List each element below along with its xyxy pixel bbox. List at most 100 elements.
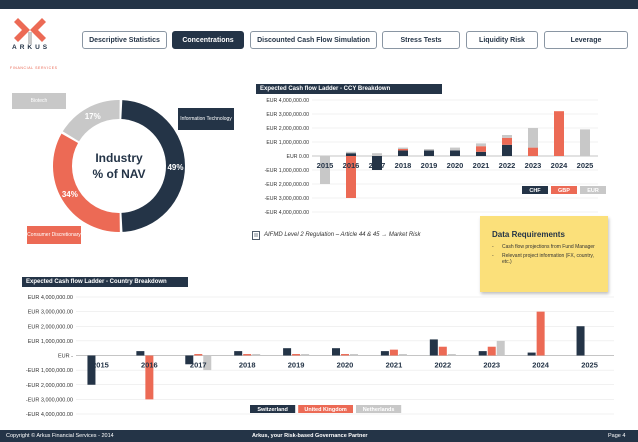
donut-label-consumer-discretionary: 34% [62, 190, 78, 199]
donut-slice-information-technology [121, 100, 186, 232]
bar-eur-2022 [502, 135, 512, 138]
x-tick-label-2017: 2017 [369, 161, 386, 170]
tab-concentrations[interactable]: Concentrations [172, 31, 244, 49]
bar-netherlands-2019 [301, 354, 310, 356]
legend-swatch-gbp [551, 186, 577, 194]
regulation-note: AIFMD Level 2 Regulation – Article 44 & … [264, 232, 421, 238]
donut-slice-biotech [62, 100, 120, 142]
y-tick-label: EUR 1,000,000.00 [28, 339, 73, 345]
bar-switzerland-2021 [380, 351, 389, 356]
bar-eur-2021 [476, 143, 486, 147]
bar-united-kingdom-2019 [292, 354, 301, 356]
donut-label-biotech: 17% [85, 112, 101, 121]
bar-switzerland-2020 [332, 348, 340, 356]
legend-swatch-netherlands [356, 405, 402, 413]
bar-switzerland-2022 [429, 339, 438, 356]
bar-switzerland-2023 [478, 351, 487, 356]
bar-gbp-2021 [476, 146, 486, 152]
y-tick-label: -EUR 1,000,000.00 [26, 368, 73, 374]
x-tick-label-2018: 2018 [239, 361, 256, 370]
donut-slice-consumer-discretionary [53, 133, 120, 232]
y-tick-label: -EUR 2,000,000.00 [265, 182, 310, 188]
legend-swatch-united-kingdom [298, 405, 353, 413]
bar-netherlands-2022 [447, 354, 456, 356]
bar-netherlands-2023 [496, 340, 505, 356]
legend-label-gbp: GBP [558, 188, 570, 194]
tab-descriptive-statistics[interactable]: Descriptive Statistics [82, 31, 167, 49]
bar-united-kingdom-2020 [341, 354, 349, 356]
donut-label-information-technology: 49% [167, 163, 183, 172]
y-tick-label: EUR 2,000,000.00 [28, 324, 73, 330]
bar-united-kingdom-2024 [536, 311, 545, 356]
bar-switzerland-2025 [576, 326, 585, 356]
x-tick-label-2020: 2020 [337, 361, 354, 370]
bar-switzerland-2019 [283, 348, 292, 356]
y-tick-label: EUR - [58, 354, 73, 360]
x-tick-label-2016: 2016 [141, 361, 158, 370]
bar-switzerland-2017 [185, 355, 194, 365]
bar-eur-2017 [372, 153, 382, 156]
y-tick-label: -EUR 4,000,000.00 [265, 210, 310, 216]
document-icon [252, 231, 260, 240]
bar-united-kingdom-2017 [194, 354, 203, 356]
legend-swatch-chf [522, 186, 548, 194]
y-tick-label: EUR 4,000,000.00 [28, 295, 73, 301]
country-cashflow-chart: EUR 4,000,000.00 EUR 3,000,000.00 EUR 2,00… [26, 295, 614, 418]
x-tick-label-2015: 2015 [92, 361, 109, 370]
tab-dcf-simulation[interactable]: Discounted Cash Flow Simulation [250, 31, 377, 49]
data-requirements-note: Data Requirements Cash flow projections … [480, 216, 608, 292]
logo-mark-icon [14, 18, 46, 44]
bar-gbp-2016 [346, 156, 356, 198]
bar-switzerland-2016 [136, 351, 145, 356]
y-tick-label: EUR 2,000,000.00 [266, 126, 309, 132]
tab-stress-tests[interactable]: Stress Tests [382, 31, 460, 49]
tab-leverage[interactable]: Leverage [544, 31, 628, 49]
callout-information-technology: Information Technology [178, 108, 234, 130]
tab-liquidity-risk[interactable]: Liquidity Risk [466, 31, 538, 49]
y-tick-label: -EUR 1,000,000.00 [265, 168, 310, 174]
x-tick-label-2021: 2021 [386, 361, 403, 370]
bar-gbp-2018 [398, 149, 408, 151]
bar-chf-2020 [450, 150, 460, 156]
bar-chf-2021 [476, 151, 486, 156]
y-tick-label: -EUR 3,000,000.00 [26, 397, 73, 403]
requirement-item: Cash flow projections from Fund Manager [492, 244, 602, 251]
bar-united-kingdom-2021 [389, 349, 398, 356]
ccy-cashflow-chart: EUR 4,000,000.00 EUR 3,000,000.00 EUR 2,00… [265, 98, 606, 216]
bar-eur-2019 [424, 149, 434, 151]
requirements-title: Data Requirements [492, 230, 565, 239]
x-tick-label-2018: 2018 [395, 161, 412, 170]
bar-netherlands-2020 [350, 354, 358, 356]
donut-center-line2: % of NAV [92, 167, 145, 181]
bar-eur-2016 [346, 151, 356, 154]
bar-chf-2022 [502, 144, 512, 156]
y-tick-label: EUR 4,000,000.00 [266, 98, 309, 104]
y-tick-label: EUR 0.00 [287, 154, 310, 160]
x-tick-label-2020: 2020 [447, 161, 464, 170]
brand-tagline: FINANCIAL SERVICES [10, 66, 58, 70]
legend-label-united-kingdom: United Kingdom [304, 407, 347, 413]
x-tick-label-2017: 2017 [190, 361, 207, 370]
footer: Copyright © Arkus Financial Services - 2… [0, 430, 638, 442]
x-tick-label-2015: 2015 [317, 161, 334, 170]
bar-eur-2025 [580, 129, 590, 156]
legend-label-switzerland: Switzerland [257, 407, 288, 413]
bar-gbp-2024 [554, 111, 564, 156]
callout-biotech: Biotech [12, 93, 66, 109]
industry-donut-chart: 49% 34% 17% Industry % of NAV [53, 100, 186, 232]
legend-label-netherlands: Netherlands [363, 407, 395, 413]
bar-united-kingdom-2023 [487, 346, 496, 356]
bar-united-kingdom-2018 [243, 354, 252, 356]
x-tick-label-2021: 2021 [473, 161, 490, 170]
bar-chf-2016 [346, 153, 356, 156]
y-tick-label: EUR 3,000,000.00 [28, 310, 73, 316]
bar-eur-2023 [528, 128, 538, 148]
bar-netherlands-2017 [203, 355, 212, 371]
bar-switzerland-2015 [87, 355, 96, 385]
legend-label-eur: EUR [587, 188, 599, 194]
x-tick-label-2016: 2016 [343, 161, 360, 170]
y-tick-label: -EUR 4,000,000.00 [26, 412, 73, 418]
bar-chf-2018 [398, 150, 408, 156]
bar-gbp-2023 [528, 147, 538, 156]
footer-slogan: Arkus, your Risk-based Governance Partne… [252, 433, 368, 439]
